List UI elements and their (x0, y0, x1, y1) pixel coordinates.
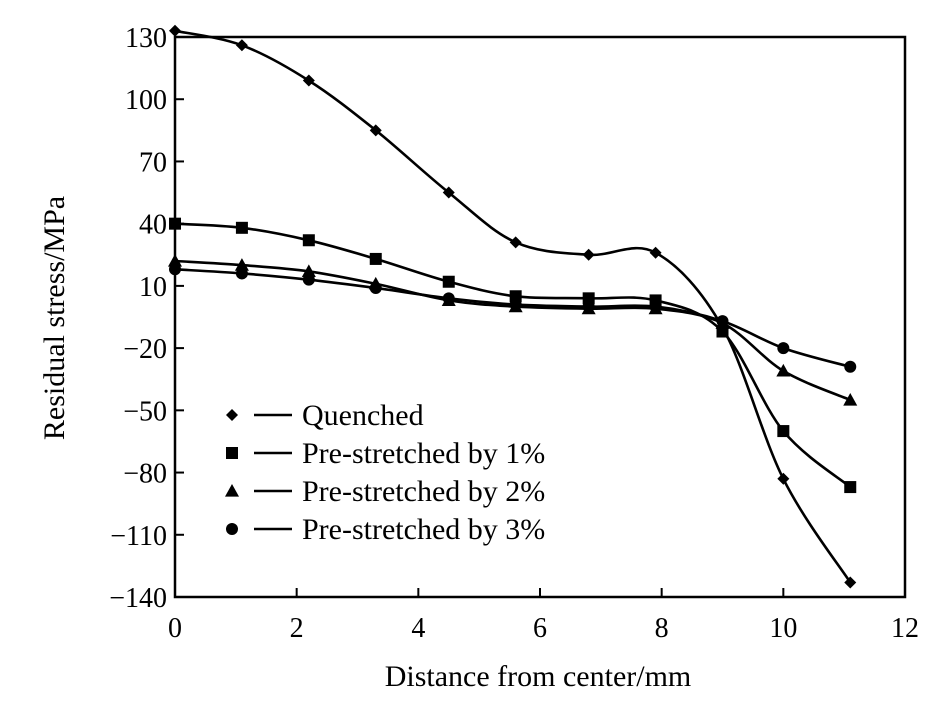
legend-marker (225, 484, 239, 497)
data-point (168, 254, 182, 267)
data-point (442, 186, 455, 199)
x-axis-title: Distance from center/mm (385, 660, 692, 693)
data-point (169, 24, 181, 37)
data-point (582, 300, 595, 313)
legend-item: Pre-stretched by 3% (226, 513, 545, 546)
y-tick-label: −110 (110, 521, 167, 552)
data-point (369, 124, 382, 137)
series-line (174, 259, 851, 402)
data-point (509, 236, 522, 249)
series-diamond (169, 24, 857, 589)
x-tick-label: 0 (168, 613, 182, 644)
data-point (169, 263, 181, 276)
series-line (174, 268, 851, 369)
legend-marker (226, 409, 238, 421)
legend-marker (226, 447, 238, 459)
data-point (777, 342, 790, 355)
series-line (174, 29, 852, 584)
data-point (582, 248, 595, 261)
data-point (369, 281, 382, 294)
data-point (716, 315, 729, 328)
data-point (777, 472, 790, 485)
data-point (235, 39, 248, 52)
data-point (302, 74, 315, 87)
x-tick-label: 4 (411, 613, 425, 644)
series-circle (169, 263, 857, 373)
data-point (442, 292, 455, 305)
x-tick-label: 2 (290, 613, 304, 644)
y-tick-label: 130 (125, 23, 167, 54)
legend-label: Pre-stretched by 3% (302, 513, 545, 546)
y-axis-title: Residual stress/MPa (38, 196, 71, 440)
data-point (442, 275, 455, 288)
data-point (844, 360, 857, 373)
series-layer (168, 24, 858, 589)
data-point (649, 300, 662, 313)
data-point (234, 258, 249, 271)
data-point (844, 481, 857, 494)
data-point (235, 221, 248, 234)
data-point (369, 252, 382, 265)
data-point (509, 290, 522, 303)
x-tick-label: 6 (533, 613, 547, 644)
legend-item: Quenched (226, 399, 424, 432)
data-point (235, 267, 248, 280)
y-tick-label: −80 (123, 459, 167, 490)
data-point (843, 392, 858, 406)
y-tick-label: 100 (125, 85, 167, 116)
legend-item: Pre-stretched by 1% (226, 437, 545, 470)
data-point (649, 246, 662, 259)
y-tick-label: −140 (109, 583, 167, 614)
data-point (844, 576, 857, 589)
x-tick-label: 10 (769, 613, 797, 644)
legend: Quenched Pre-stretched by 1% Pre-stretched… (225, 399, 545, 546)
data-point (302, 273, 315, 286)
y-tick-label: 10 (139, 272, 167, 303)
y-tick-label: −20 (123, 334, 167, 365)
data-point (302, 234, 315, 247)
x-tick-label: 12 (891, 613, 919, 644)
data-point (582, 292, 595, 305)
data-point (301, 264, 316, 277)
y-tick-label: 40 (139, 210, 167, 241)
y-tick-label: 70 (139, 147, 167, 178)
legend-item: Pre-stretched by 2% (225, 475, 545, 508)
y-tick-label: −50 (123, 396, 167, 427)
legend-marker (226, 523, 238, 535)
legend-label: Quenched (302, 399, 424, 432)
data-point (777, 425, 790, 438)
axes-layer: 0 2 4 6 8 10 12 130 100 70 40 10 −20 −50 −80 −110 −140 (109, 23, 919, 644)
x-tick-label: 8 (655, 613, 669, 644)
legend-label: Pre-stretched by 2% (302, 475, 545, 508)
legend-label: Pre-stretched by 1% (302, 437, 545, 470)
data-point (776, 363, 791, 377)
data-point (509, 298, 522, 311)
